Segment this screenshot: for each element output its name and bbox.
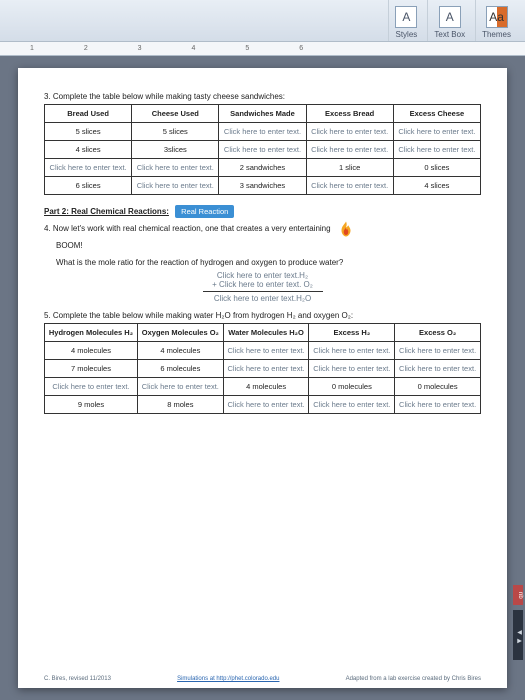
side-tab-red[interactable]: nb [513, 585, 523, 605]
equation-block: Click here to enter text.H₂ + Click here… [44, 271, 481, 303]
fire-icon [337, 220, 355, 238]
cell[interactable]: 4 molecules [137, 342, 223, 360]
th-cheese: Cheese Used [132, 105, 219, 123]
cell[interactable]: 4 molecules [223, 378, 309, 396]
cell[interactable]: Click here to enter text. [395, 342, 481, 360]
cell[interactable]: Click here to enter text. [309, 396, 395, 414]
q4-line1: Now let's work with real chemical reacti… [53, 224, 331, 233]
q5-text: Complete the table below while making wa… [53, 311, 353, 320]
cell[interactable]: Click here to enter text. [309, 360, 395, 378]
table-row: Click here to enter text. Click here to … [45, 378, 481, 396]
cell[interactable]: Click here to enter text. [45, 378, 138, 396]
cell[interactable]: 4 slices [45, 141, 132, 159]
th-o2: Oxygen Molecules O₂ [137, 324, 223, 342]
q3-prompt: 3. Complete the table below while making… [44, 92, 481, 101]
footer-left: C. Bires, revised 11/2013 [44, 676, 111, 682]
th-h2: Hydrogen Molecules H₂ [45, 324, 138, 342]
cell[interactable]: Click here to enter text. [395, 360, 481, 378]
cell[interactable]: Click here to enter text. [219, 123, 306, 141]
cell[interactable]: 8 moles [137, 396, 223, 414]
q4-prompt: What is the mole ratio for the reaction … [56, 258, 481, 267]
cell[interactable]: 3 sandwiches [219, 177, 306, 195]
cell[interactable]: Click here to enter text. [393, 141, 480, 159]
th-excheese: Excess Cheese [393, 105, 480, 123]
cell[interactable]: 0 molecules [309, 378, 395, 396]
cell[interactable]: Click here to enter text. [306, 177, 393, 195]
word-ribbon: A Styles A Text Box Aa Themes [0, 0, 525, 42]
cell[interactable]: Click here to enter text. [132, 177, 219, 195]
side-tab-dark[interactable]: ◀ ▶ [513, 610, 523, 660]
cell[interactable]: 4 molecules [45, 342, 138, 360]
cell[interactable]: Click here to enter text. [223, 342, 309, 360]
th-h2o: Water Molecules H₂O [223, 324, 309, 342]
th-bread: Bread Used [45, 105, 132, 123]
ribbon-group-textbox[interactable]: A Text Box [427, 0, 471, 41]
cell[interactable]: Click here to enter text. [45, 159, 132, 177]
q4-line2: BOOM! [56, 241, 481, 250]
cell[interactable]: 0 molecules [395, 378, 481, 396]
themes-label: Themes [482, 30, 511, 39]
table-header-row: Hydrogen Molecules H₂ Oxygen Molecules O… [45, 324, 481, 342]
real-reaction-tag: Real Reaction [175, 205, 234, 218]
cell[interactable]: Click here to enter text. [395, 396, 481, 414]
cell[interactable]: Click here to enter text. [137, 378, 223, 396]
cell[interactable]: Click here to enter text. [306, 141, 393, 159]
q3-text: Complete the table below while making ta… [53, 92, 285, 101]
cell[interactable]: Click here to enter text. [306, 123, 393, 141]
table-row: 6 slices Click here to enter text. 3 san… [45, 177, 481, 195]
water-table: Hydrogen Molecules H₂ Oxygen Molecules O… [44, 323, 481, 414]
styles-icon: A [395, 6, 417, 28]
cell[interactable]: 5 slices [45, 123, 132, 141]
cell[interactable]: Click here to enter text. [393, 123, 480, 141]
ribbon-group-themes[interactable]: Aa Themes [475, 0, 517, 41]
cell[interactable]: 0 slices [393, 159, 480, 177]
table-row: Click here to enter text. Click here to … [45, 159, 481, 177]
cell[interactable]: Click here to enter text. [219, 141, 306, 159]
table-header-row: Bread Used Cheese Used Sandwiches Made E… [45, 105, 481, 123]
sandwich-table: Bread Used Cheese Used Sandwiches Made E… [44, 104, 481, 195]
th-sandwiches: Sandwiches Made [219, 105, 306, 123]
th-exbread: Excess Bread [306, 105, 393, 123]
q3-number: 3. [44, 92, 51, 101]
eq-line3[interactable]: Click here to enter text.H₂O [44, 294, 481, 303]
footer-link[interactable]: Simulations at http://phet.colorado.edu [177, 676, 279, 682]
cell[interactable]: 1 slice [306, 159, 393, 177]
table-row: 5 slices 5 slices Click here to enter te… [45, 123, 481, 141]
cell[interactable]: 9 moles [45, 396, 138, 414]
ribbon-group-styles[interactable]: A Styles [388, 0, 423, 41]
themes-icon: Aa [486, 6, 508, 28]
cell[interactable]: 7 molecules [45, 360, 138, 378]
part2-label: Part 2: Real Chemical Reactions: [44, 207, 169, 216]
q5-number: 5. [44, 311, 51, 320]
styles-label: Styles [396, 30, 418, 39]
horizontal-ruler: 1 2 3 4 5 6 [0, 42, 525, 56]
cell[interactable]: 6 slices [45, 177, 132, 195]
cell[interactable]: 6 molecules [137, 360, 223, 378]
q5-prompt: 5. Complete the table below while making… [44, 311, 481, 320]
part2-heading: Part 2: Real Chemical Reactions: Real Re… [44, 205, 481, 218]
cell[interactable]: 4 slices [393, 177, 480, 195]
footer-right: Adapted from a lab exercise created by C… [346, 676, 481, 682]
table-row: 4 slices 3slices Click here to enter tex… [45, 141, 481, 159]
q4-line1-wrap: 4. Now let's work with real chemical rea… [44, 220, 481, 238]
cell[interactable]: Click here to enter text. [132, 159, 219, 177]
table-row: 7 molecules 6 molecules Click here to en… [45, 360, 481, 378]
cell[interactable]: Click here to enter text. [223, 360, 309, 378]
eq-line1[interactable]: Click here to enter text.H₂ [44, 271, 481, 280]
textbox-icon: A [439, 6, 461, 28]
table-row: 9 moles 8 moles Click here to enter text… [45, 396, 481, 414]
cell[interactable]: 2 sandwiches [219, 159, 306, 177]
eq-line2[interactable]: + Click here to enter text. O₂ [44, 280, 481, 289]
cell[interactable]: Click here to enter text. [309, 342, 395, 360]
page-footer: C. Bires, revised 11/2013 Simulations at… [44, 676, 481, 682]
cell[interactable]: 3slices [132, 141, 219, 159]
q4-number: 4. [44, 224, 51, 233]
cell[interactable]: Click here to enter text. [223, 396, 309, 414]
th-exh2: Excess H₂ [309, 324, 395, 342]
th-exo2: Excess O₂ [395, 324, 481, 342]
document-page: 3. Complete the table below while making… [18, 68, 507, 688]
textbox-label: Text Box [434, 30, 465, 39]
cell[interactable]: 5 slices [132, 123, 219, 141]
table-row: 4 molecules 4 molecules Click here to en… [45, 342, 481, 360]
